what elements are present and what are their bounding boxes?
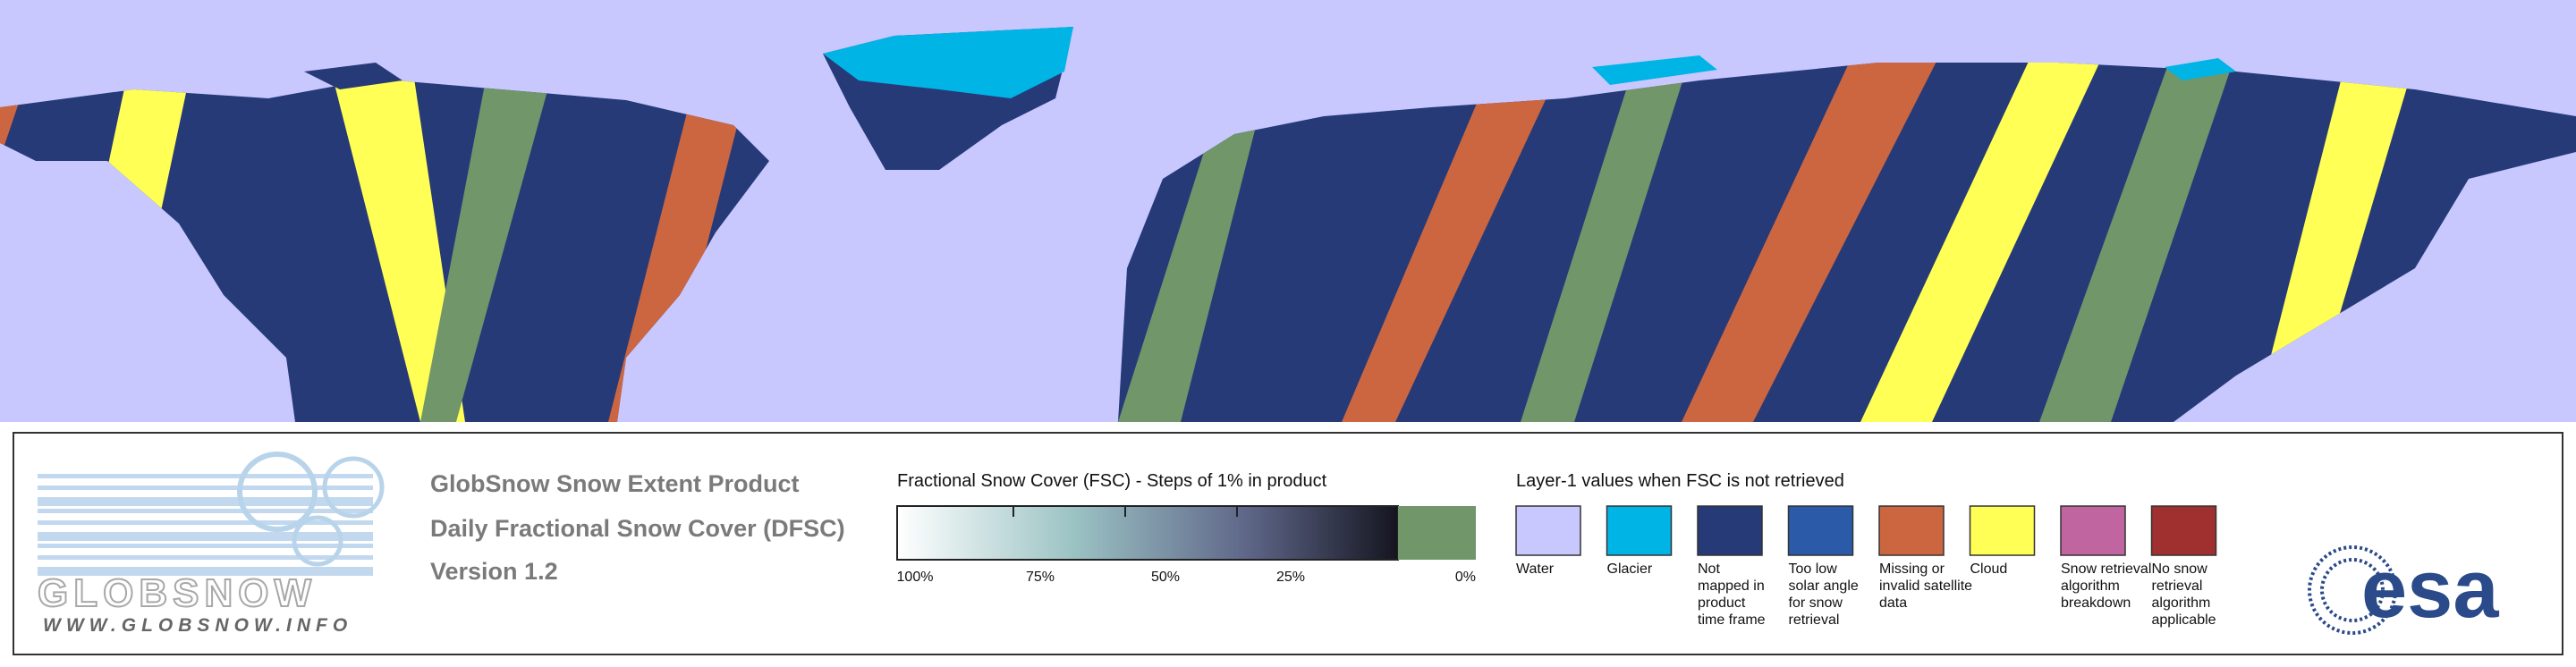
product-title: GlobSnow Snow Extent Product [430,470,800,497]
swath-band [1860,63,2129,422]
fsc-zero-swatch [1398,506,1476,560]
snowflake [292,515,343,567]
legend-label: for snow [1789,595,1843,611]
esa-rings [2308,545,2397,635]
map [0,0,2576,422]
logo-stripe [38,555,373,560]
product-version: Version 1.2 [430,558,558,585]
fsc-ticks: 100% 75% 50% 25% 0% [897,506,1476,585]
legend-label: algorithm [2152,595,2211,611]
logo-stripe [38,567,373,576]
logo-name: GLOBSNOW [38,571,317,615]
legend-label: retrieval [2152,578,2203,594]
logo-url: WWW.GLOBSNOW.INFO [43,615,352,636]
legend-label: Missing or [1879,561,1945,577]
swath-band [420,63,572,422]
fsc-gradient [896,505,1399,561]
legend-label: Not [1698,561,1720,577]
legend-label: breakdown [2061,595,2131,611]
product-subtitle: Daily Fractional Snow Cover (DFSC) [430,515,845,542]
swath-band [1342,63,1592,422]
logo-stripe [38,509,373,513]
legend-label: mapped in [1698,578,1765,594]
snowflake [322,456,385,519]
land [0,63,2576,422]
legend-swatch [1606,505,1673,556]
swath-band [2254,63,2433,422]
fsc-label: 25% [1276,570,1305,585]
arctic-island [304,63,402,89]
legend-label: algorithm [2061,578,2120,594]
legend-label: Cloud [1970,561,2008,577]
legend-swatch [2060,505,2126,556]
swath-band [1521,63,1708,422]
legend-swatch [1697,505,1763,556]
arctic-island [2165,58,2236,80]
esa-logo: esa [2308,544,2499,635]
fsc-label: 0% [1455,570,1476,585]
legend-label: time frame [1698,612,1766,628]
swath-bands [0,63,2433,422]
svalbard [1592,55,1717,85]
logo-stripe [38,485,373,490]
logo-stripe [38,520,373,525]
fsc-title: Fractional Snow Cover (FSC) - Steps of 1… [897,471,1327,491]
legend-swatch [1878,505,1945,556]
logo-stripes [38,474,373,576]
legend-label: applicable [2152,612,2216,628]
swath-band [313,63,465,422]
swath-band [2039,63,2254,422]
legend-label: Glacier [1607,561,1653,577]
legend-label: product [1698,595,1746,611]
esa-wordmark: esa [2361,544,2499,635]
logo-stripe [38,544,373,548]
legend-label: No snow [2152,561,2208,577]
logo-stripe [38,474,373,478]
fsc-label: 50% [1151,570,1180,585]
legend-label: retrieval [1789,612,1840,628]
legend-swatch [1969,505,2036,556]
logo-stripe [38,532,373,541]
layer1-title: Layer-1 values when FSC is not retrieved [1516,471,1844,491]
snowflake [237,452,318,532]
swath-band [1682,63,1968,422]
legend-swatch [1787,505,1854,556]
legend-swatch [2150,505,2217,556]
legend-label: data [1879,595,1907,611]
legend-label: Too low [1789,561,1838,577]
legend-label: invalid satellite [1879,578,1972,594]
fsc-label: 75% [1026,570,1055,585]
fsc-label: 100% [897,570,934,585]
legend-label: solar angle [1789,578,1859,594]
esa-rings [2320,558,2385,622]
legend-swatch [1515,505,1581,556]
legend-label: Water [1516,561,1555,577]
legend-label: Snow retrieval [2061,561,2151,577]
globsnow-logo: GLOBSNOW WWW.GLOBSNOW.INFO [37,452,385,636]
greenland-glacier [823,27,1073,98]
logo-stripe [38,497,373,506]
